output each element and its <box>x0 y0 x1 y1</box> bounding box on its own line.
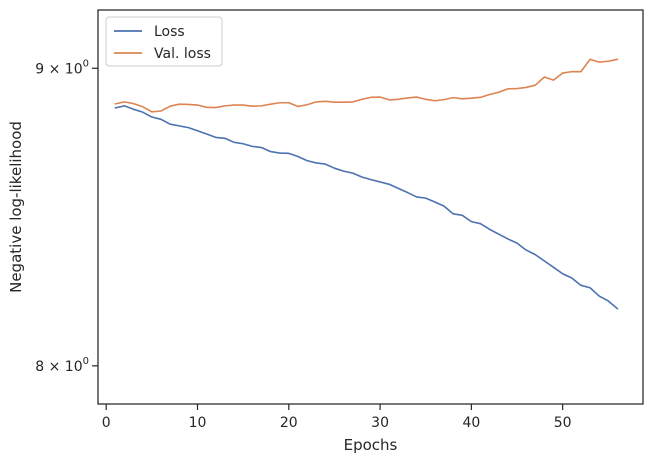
series-line-val-loss <box>114 58 619 113</box>
plot-frame <box>97 9 644 405</box>
y-tick-base: 9 × 10 <box>35 61 82 77</box>
y-tick-exponent: 0 <box>83 356 89 367</box>
y-axis-label: Negative log-likelihood <box>7 121 25 293</box>
x-tick-label: 0 <box>102 415 111 431</box>
y-tick-label: 8 × 100 <box>35 356 89 375</box>
y-tick-exponent: 0 <box>83 58 89 69</box>
x-axis-label: Epochs <box>344 436 398 454</box>
y-tick-base: 8 × 10 <box>35 359 82 375</box>
legend: Loss Val. loss <box>105 16 223 67</box>
x-tick-label: 40 <box>462 415 480 431</box>
x-tick-label: 20 <box>280 415 298 431</box>
legend-label: Val. loss <box>154 46 211 62</box>
x-tick-label: 10 <box>189 415 207 431</box>
legend-label: Loss <box>154 24 185 40</box>
series-layer <box>114 58 619 310</box>
series-line-loss <box>114 105 619 310</box>
y-tick-label: 9 × 100 <box>35 58 89 77</box>
x-tick-label: 30 <box>371 415 389 431</box>
x-tick-label: 50 <box>554 415 572 431</box>
